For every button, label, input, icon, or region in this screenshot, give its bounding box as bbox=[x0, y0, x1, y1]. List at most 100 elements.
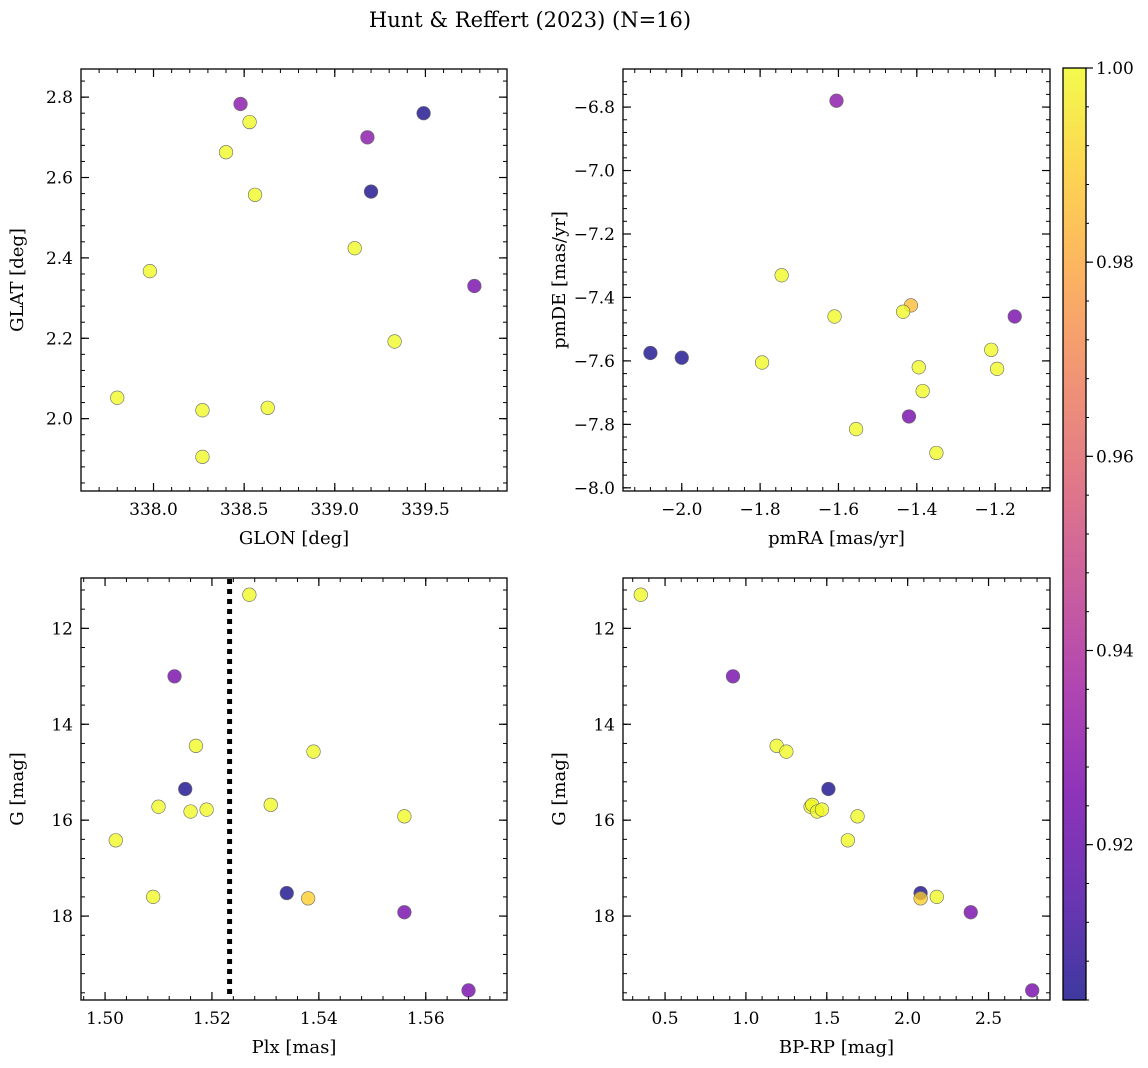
colorbar-tick-label: 0.96 bbox=[1096, 447, 1134, 467]
y-axis-label: GLAT [deg] bbox=[7, 228, 28, 332]
x-tick-label: −1.2 bbox=[975, 500, 1016, 520]
scatter-panel-2: −2.0 −1.8 −1.6 −1.4 −1.2 −8.0 −7.8 −7.6 −7.4 −7.2… bbox=[549, 68, 1051, 549]
data-point bbox=[814, 802, 830, 817]
data-point bbox=[725, 669, 741, 684]
x-axis-label: Plx [mas] bbox=[252, 1037, 337, 1058]
data-point bbox=[397, 905, 412, 920]
data-point bbox=[110, 390, 125, 405]
y-tick-label: 16 bbox=[593, 811, 615, 831]
data-point bbox=[151, 799, 166, 814]
x-tick-label: 339.5 bbox=[401, 500, 450, 520]
data-point bbox=[360, 130, 375, 145]
y-tick-label: 18 bbox=[593, 907, 615, 927]
scatter-panel-3: 1.50 1.52 1.54 1.56 12 14 16 18 Plx [mas] G [mag] bbox=[7, 577, 508, 1058]
x-tick-label: 2.5 bbox=[975, 1009, 1002, 1029]
data-point bbox=[779, 744, 794, 759]
colorbar-fill bbox=[1063, 68, 1086, 1000]
y-axis-label: G [mag] bbox=[7, 752, 28, 825]
colorbar-tick-label: 0.98 bbox=[1096, 253, 1134, 273]
data-point bbox=[633, 587, 648, 602]
y-tick-label: 2.4 bbox=[46, 249, 73, 269]
x-tick-label: 339.0 bbox=[310, 500, 359, 520]
scatter-panel-4: 0.5 1.0 1.5 2.0 2.5 12 14 16 18 BP-RP [mag] G [mag… bbox=[549, 577, 1051, 1058]
colorbar-tick-label: 0.92 bbox=[1096, 836, 1134, 856]
data-point bbox=[929, 889, 944, 904]
data-point bbox=[347, 241, 362, 256]
scatter-panels: 338.0 338.5 339.0 339.5 2.0 2.2 2.4 2.6 2.8 GLON … bbox=[7, 68, 1051, 1058]
scatter-panel-1: 338.0 338.5 339.0 339.5 2.0 2.2 2.4 2.6 2.8 GLON … bbox=[7, 68, 508, 549]
data-point bbox=[990, 361, 1005, 376]
y-tick-label: 14 bbox=[593, 715, 615, 735]
y-tick-label: 2.6 bbox=[46, 169, 73, 189]
data-point bbox=[963, 905, 978, 920]
data-point bbox=[774, 268, 789, 283]
y-tick-label: −7.6 bbox=[574, 352, 615, 372]
data-point bbox=[461, 983, 476, 998]
colorbar: 0.92 0.94 0.96 0.98 1.00 bbox=[1062, 59, 1134, 1001]
y-tick-label: 2.2 bbox=[46, 329, 73, 349]
y-tick-label: 12 bbox=[593, 619, 615, 639]
y-tick-label: −7.0 bbox=[574, 162, 615, 182]
data-point bbox=[848, 422, 864, 437]
data-point bbox=[911, 360, 926, 375]
data-point bbox=[242, 114, 257, 130]
x-tick-label: −1.6 bbox=[818, 500, 859, 520]
data-point bbox=[306, 744, 321, 759]
x-tick-label: −2.0 bbox=[661, 500, 702, 520]
data-point bbox=[178, 781, 193, 797]
y-tick-label: 16 bbox=[51, 811, 73, 831]
data-point bbox=[984, 342, 999, 357]
data-point bbox=[827, 309, 842, 324]
data-point bbox=[901, 409, 917, 424]
y-axis-label: pmDE [mas/yr] bbox=[549, 211, 570, 349]
data-point bbox=[146, 889, 161, 904]
data-point bbox=[840, 833, 855, 848]
axes-frame bbox=[622, 68, 1051, 492]
y-tick-label: −7.4 bbox=[574, 288, 615, 308]
data-point bbox=[142, 264, 157, 279]
x-axis-label: GLON [deg] bbox=[239, 528, 349, 549]
x-tick-label: 1.0 bbox=[732, 1009, 759, 1029]
x-tick-label: 338.5 bbox=[220, 500, 269, 520]
data-point bbox=[643, 345, 658, 361]
x-tick-label: 1.52 bbox=[193, 1009, 231, 1029]
data-point bbox=[895, 304, 911, 319]
y-tick-label: −8.0 bbox=[574, 479, 615, 499]
data-point bbox=[754, 355, 770, 370]
x-tick-label: −1.4 bbox=[896, 500, 937, 520]
data-point bbox=[915, 383, 930, 399]
y-tick-label: −6.8 bbox=[574, 98, 615, 118]
y-axis-label: G [mag] bbox=[549, 752, 570, 825]
data-point bbox=[242, 587, 257, 602]
data-point bbox=[199, 802, 214, 817]
data-point bbox=[467, 278, 482, 294]
data-point bbox=[188, 738, 204, 753]
data-point bbox=[167, 669, 182, 684]
data-point bbox=[233, 96, 248, 112]
data-point bbox=[850, 809, 865, 824]
data-point bbox=[1025, 983, 1040, 998]
axes-frame bbox=[622, 577, 1051, 1001]
data-point bbox=[821, 781, 836, 797]
x-tick-label: −1.8 bbox=[739, 500, 780, 520]
y-tick-label: −7.2 bbox=[574, 225, 615, 245]
data-point bbox=[363, 184, 379, 199]
y-tick-label: 12 bbox=[51, 619, 73, 639]
data-point bbox=[829, 93, 844, 108]
x-axis-label: pmRA [mas/yr] bbox=[768, 528, 905, 549]
colorbar-tick-label: 0.94 bbox=[1096, 642, 1134, 662]
data-point bbox=[1007, 309, 1022, 324]
data-point bbox=[263, 797, 278, 812]
data-point bbox=[195, 449, 210, 464]
data-point bbox=[929, 445, 944, 461]
x-tick-label: 1.5 bbox=[813, 1009, 840, 1029]
y-tick-label: −7.8 bbox=[574, 415, 615, 435]
x-tick-label: 2.0 bbox=[894, 1009, 921, 1029]
x-tick-label: 1.54 bbox=[300, 1009, 338, 1029]
y-tick-label: 18 bbox=[51, 907, 73, 927]
data-point bbox=[674, 350, 689, 365]
data-point bbox=[387, 334, 402, 349]
x-tick-label: 1.56 bbox=[407, 1009, 445, 1029]
colorbar-frame bbox=[1062, 67, 1087, 1001]
